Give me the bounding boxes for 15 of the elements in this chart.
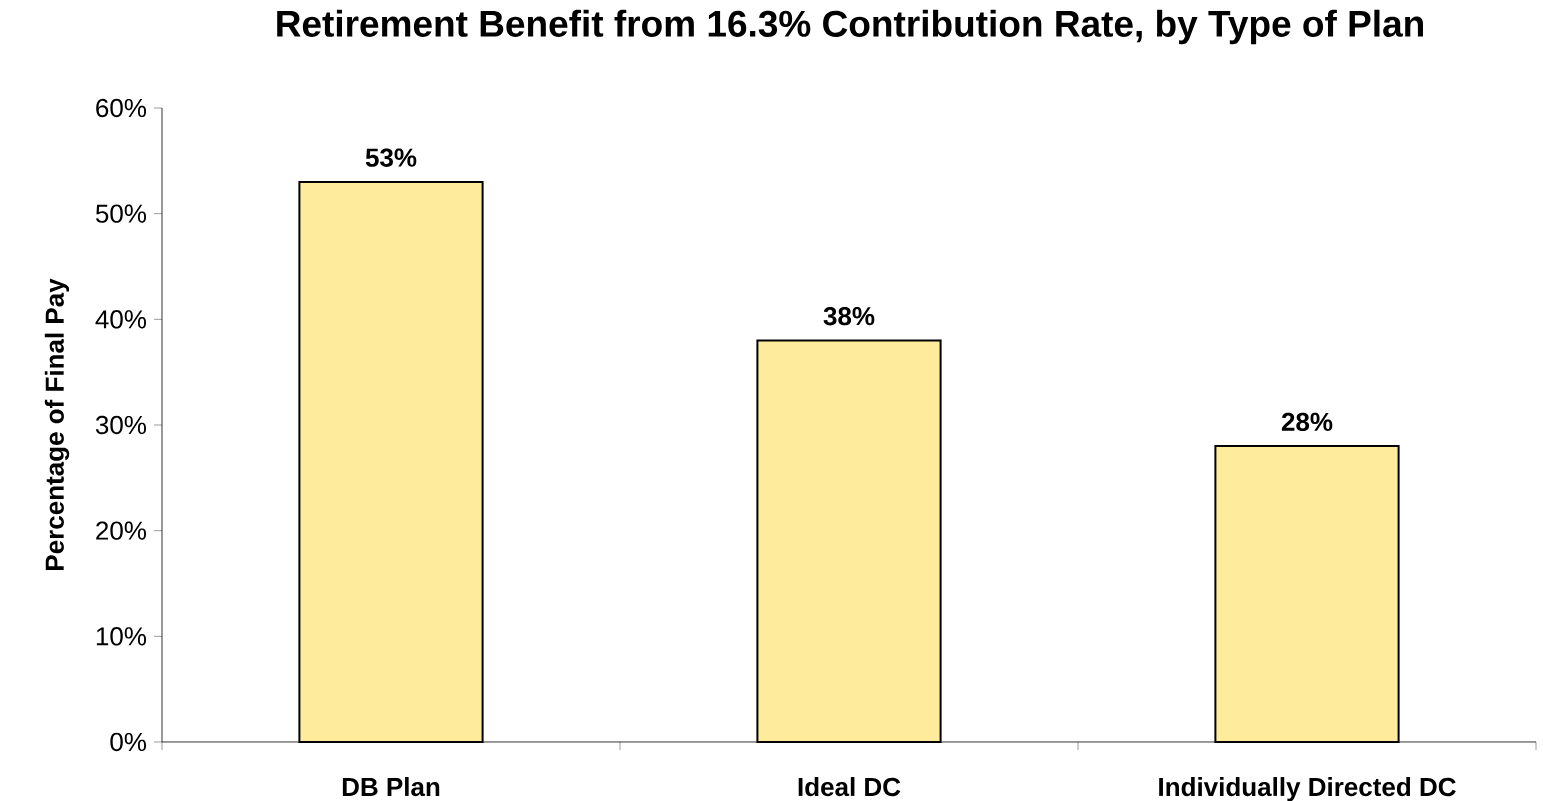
data-label: 28% (1281, 412, 1333, 432)
y-tick-label: 20% (96, 521, 147, 540)
y-tick-label: 10% (96, 627, 147, 646)
y-tick-label: 0% (110, 732, 147, 752)
x-tick-label: Ideal DC (798, 777, 901, 797)
data-label: 38% (823, 306, 875, 326)
y-tick-label: 40% (95, 310, 147, 329)
x-tick-label: DB Plan (342, 777, 440, 797)
x-tick-label: Individually Directed DC (1159, 777, 1456, 801)
data-label: 53% (365, 148, 417, 167)
y-tick-label: 30% (95, 415, 147, 435)
y-tick-label: 60% (96, 98, 147, 118)
chart-title: Retirement Benefit from 16.3% Contribution Rate, by Type of Plan (277, 9, 1423, 45)
y-tick-label: 50% (95, 204, 147, 223)
y-axis-title: Percentage of Final Pay (44, 278, 70, 570)
